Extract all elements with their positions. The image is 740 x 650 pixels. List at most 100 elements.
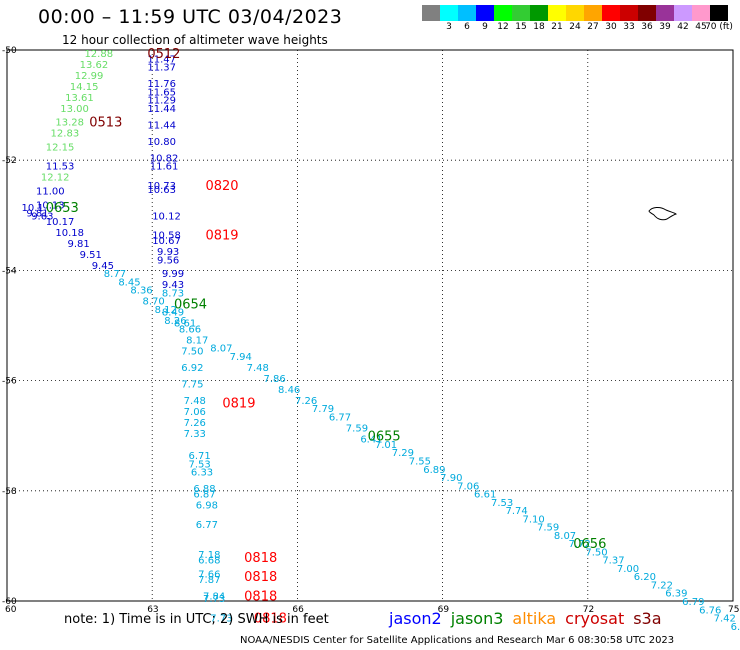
colorbar-swatch [656, 5, 674, 21]
swh-point-label: 7.06 [457, 481, 479, 492]
swh-point-label: 7.26 [295, 396, 317, 407]
swh-point-label: 13.61 [65, 93, 94, 104]
swh-point-label: 10.67 [152, 236, 181, 247]
pass-time-labels: 0512 0513 0653 0820 0819 0654 0819 0655 0818 0818… [46, 47, 607, 627]
swh-point-label: 9.51 [80, 250, 102, 261]
swh-point-label: 7.18 [198, 550, 220, 561]
legend-item: cryosat [565, 609, 625, 628]
y-axis-labels: -50 -52 -54 -56 -58 -60 [2, 46, 17, 607]
swh-point-label: 8.07 [210, 344, 232, 355]
swh-point-label: 7.48 [184, 396, 206, 407]
swh-point-label: 10.82 [150, 153, 179, 164]
pass-time-label: 0656 [573, 537, 606, 552]
swh-point-label: 7.75 [181, 379, 203, 390]
swh-point-label: 8.77 [104, 269, 126, 280]
x-tick-label: 75 [728, 605, 739, 615]
swh-point-label: 6.41 [360, 434, 382, 445]
swh-point-label: 10.12 [152, 211, 181, 222]
legend-item: altika [512, 609, 557, 628]
x-tick-label: 63 [147, 605, 158, 615]
colorbar-swatch [476, 5, 494, 21]
swh-point-label: 10.17 [46, 217, 75, 228]
swh-point-label: 6.98 [196, 501, 218, 512]
swh-point-label: 9.81 [68, 239, 90, 250]
swh-point-label: 6.71 [189, 451, 211, 462]
swh-point-label: 10.80 [147, 137, 176, 148]
colorbar-swatch [548, 5, 566, 21]
swh-point-label: 6.87 [193, 490, 215, 501]
x-tick-label: 60 [5, 605, 17, 615]
swh-point-label: 7.06 [184, 407, 206, 418]
x-tick-label: 66 [292, 605, 304, 615]
colorbar-swatch [674, 5, 692, 21]
swh-point-label: 8.66 [179, 324, 201, 335]
swh-point-label: 13.62 [80, 60, 109, 71]
swh-point-label: 11.76 [147, 79, 176, 90]
swh-point-label: 7.22 [651, 580, 673, 591]
colorbar-swatch [620, 5, 638, 21]
swh-point-label: 7.42 [714, 614, 736, 625]
swh-point-label: 9.63 [31, 211, 53, 222]
y-tick-label: -54 [2, 266, 17, 276]
x-tick-label: 69 [438, 605, 450, 615]
swh-point-label: 12.99 [75, 71, 104, 82]
swh-point-label: 7.72 [568, 539, 590, 550]
pass-time-label: 0512 [147, 47, 180, 62]
colorbar-tick-label: 6 [464, 22, 470, 32]
swh-point-label: 6.92 [181, 363, 203, 374]
swh-point-label: 7.00 [617, 564, 639, 575]
swh-point-label: 7.10 [522, 514, 544, 525]
colorbar-tick-label: 30 [605, 22, 617, 32]
swh-point-label: 7.84 [203, 591, 225, 602]
swh-point-label: 12.12 [41, 173, 70, 184]
swh-point-label: 12.15 [46, 142, 75, 153]
colorbar-tick-label: 27 [587, 22, 599, 32]
colorbar-swatch [512, 5, 530, 21]
swh-point-label: 10.73 [147, 181, 176, 192]
colorbar-swatch [494, 5, 512, 21]
swh-point-label: 9.45 [92, 261, 114, 272]
swh-point-label: 6.77 [329, 412, 351, 423]
swh-point-label: 11.29 [147, 96, 176, 107]
swh-point-label: 9.93 [157, 247, 179, 258]
swh-point-label: 7.33 [184, 429, 206, 440]
swh-point-label: 6.77 [196, 520, 218, 531]
colorbar-swatch [602, 5, 620, 21]
swh-point-label: 8.46 [278, 385, 300, 396]
pass-time-label: 0655 [368, 430, 401, 445]
colorbar-swatch [458, 5, 476, 21]
swh-point-label: 7.48 [247, 363, 269, 374]
legend-item: jason3 [450, 609, 504, 628]
swh-point-label: 9.99 [162, 269, 184, 280]
legend-item: s3a [633, 609, 662, 628]
pass-time-label: 0819 [222, 397, 255, 412]
swh-point-label: 11.44 [147, 104, 176, 115]
swh-point-label: 7.86 [264, 374, 286, 385]
swh-point-label: 6.20 [634, 572, 656, 583]
swh-point-label: 7.53 [491, 498, 513, 509]
footer-note: note: 1) Time is in UTC; 2) SWH is in fe… [64, 612, 329, 627]
pass-time-label: 0818 [244, 570, 277, 585]
swh-point-label: 12.83 [51, 129, 80, 140]
swh-point-label: 11.65 [147, 87, 176, 98]
swh-point-label: 6.61 [474, 490, 496, 501]
swh-point-label: 12.88 [84, 49, 113, 60]
swh-point-label: 11.37 [147, 63, 176, 74]
swh-point-label: 11.00 [36, 187, 65, 198]
swh-point-label: 6.27 [731, 622, 740, 633]
swh-point-label: 10.18 [55, 228, 84, 239]
pass-time-label: 0818 [244, 589, 277, 604]
swh-point-label: 6.39 [665, 589, 687, 600]
pass-time-label: 0654 [174, 297, 207, 312]
y-tick-label: -60 [2, 597, 17, 607]
pass-time-label: 0818 [244, 551, 277, 566]
swh-point-label: 8.49 [162, 308, 184, 319]
swh-point-label: 7.74 [506, 506, 528, 517]
colorbar-swatch [530, 5, 548, 21]
colorbar-tick-label: 24 [569, 22, 581, 32]
swh-point-label: 9.81 [26, 209, 48, 220]
y-tick-label: -50 [2, 46, 17, 56]
colorbar-tick-label: 3 [446, 22, 452, 32]
swh-point-label: 7.66 [198, 569, 220, 580]
